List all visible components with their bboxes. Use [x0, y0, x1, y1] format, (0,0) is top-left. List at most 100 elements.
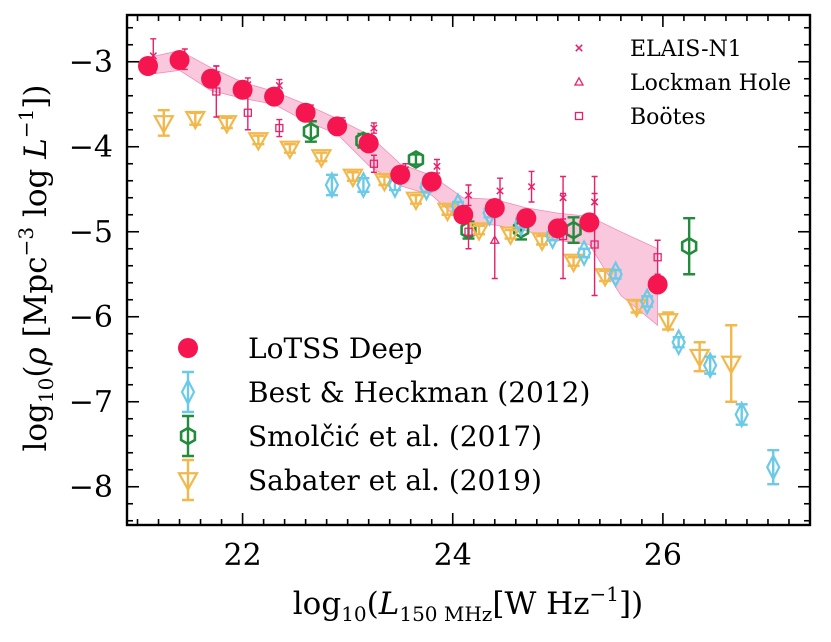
legend-marker-lotss-deep	[178, 338, 198, 358]
plot-layers: 22 24 26 −3 −4 −5 −6 −7 −8 LoTSS Deep Best & Heck…	[69, 13, 812, 573]
lotss-range-band	[147, 50, 658, 327]
series-lotss-deep	[138, 50, 668, 295]
point-lotss-deep-11	[484, 197, 505, 218]
axes-layer: 22 24 26 −3 −4 −5 −6 −7 −8	[69, 13, 812, 573]
tick-marks	[127, 15, 811, 525]
point-sabater-et-al-2019-2	[215, 115, 238, 135]
point-lotss-deep-13	[547, 218, 568, 239]
point-bootes-7	[653, 253, 662, 262]
point-sabater-et-al-2019-18	[720, 355, 743, 376]
point-smolcic-et-al-2017-2	[407, 150, 425, 169]
y-axis-label: log10(ρ [Mpc−3 log L−1])	[14, 84, 58, 451]
point-best-heckman-2012-11	[671, 328, 686, 357]
y-label-log: log	[18, 403, 54, 451]
legend-label-smolcic-et-al-2017: Smolčić et al. (2017)	[248, 420, 542, 453]
errorbar-sabater-et-al-2019-18	[725, 324, 738, 403]
point-bootes-2	[275, 123, 284, 133]
point-sabater-et-al-2019-15	[625, 298, 648, 319]
point-sabater-et-al-2019-11	[499, 226, 522, 247]
point-sabater-et-al-2019-13	[562, 253, 585, 274]
legend-entry-best-heckman-2012: Best & Heckman (2012)	[180, 370, 590, 414]
point-best-heckman-2012-1	[356, 171, 371, 199]
errorbar-best-heckman-2012-1	[357, 177, 370, 193]
y-label-sup1: −3	[14, 227, 38, 256]
errorbar-bootes-7	[654, 239, 661, 275]
point-elais-n1-7	[370, 124, 378, 132]
point-elais-n1-12	[527, 182, 536, 191]
legend-errorbar-sabater-et-al-2019	[182, 458, 194, 502]
point-bootes-1	[243, 108, 252, 117]
x-label-lsub: 150 MHz	[399, 602, 492, 626]
point-sabater-et-al-2019-3	[247, 132, 270, 152]
point-lotss-deep-2	[201, 68, 222, 89]
point-lotss-deep-5	[295, 102, 316, 123]
errorbar-best-heckman-2012-12	[704, 355, 717, 375]
y-tick-label-4: −7	[69, 385, 113, 420]
y-label-rho: ρ	[18, 347, 54, 366]
y-tick-label-1: −4	[69, 130, 113, 165]
legend-label-lockman-hole: Lockman Hole	[630, 71, 791, 96]
errorbar-sabater-et-al-2019-14	[599, 269, 612, 283]
y-label-sub10: 10	[34, 378, 58, 403]
series-bootes	[212, 65, 662, 297]
legend-marker-elais-n1	[575, 44, 583, 52]
x-label-open: (	[367, 586, 379, 622]
point-lotss-deep-14	[579, 212, 600, 233]
point-lotss-deep-10	[453, 204, 474, 225]
y-label-L: L	[18, 138, 54, 160]
legend-entry-elais-n1: ELAIS-N1	[575, 37, 742, 62]
point-sabater-et-al-2019-7	[373, 172, 396, 193]
point-lotss-deep-8	[390, 164, 411, 185]
point-bootes-3	[369, 159, 379, 168]
legend-entry-bootes: Boötes	[574, 105, 706, 130]
legend-fields: ELAIS-N1 Lockman Hole Boötes	[573, 37, 791, 130]
point-lotss-deep-7	[358, 133, 379, 154]
point-best-heckman-2012-13	[734, 400, 749, 429]
x-label-sup: −1	[590, 582, 619, 606]
point-sabater-et-al-2019-8	[405, 191, 427, 212]
point-best-heckman-2012-0	[324, 171, 340, 199]
errorbar-bootes-6	[591, 192, 598, 297]
point-lotss-deep-6	[327, 116, 348, 137]
y-tick-label-5: −8	[69, 470, 113, 505]
legend-marker-smolcic-et-al-2017	[179, 426, 197, 446]
legend-layer: LoTSS Deep Best & Heckman (2012) Smolčić e…	[177, 37, 791, 502]
errorbar-best-heckman-2012-0	[325, 173, 338, 197]
series-elais-n1	[149, 38, 599, 229]
point-lotss-deep-0	[138, 56, 159, 76]
y-label-close: ])	[18, 84, 54, 108]
point-sabater-et-al-2019-4	[278, 140, 301, 161]
point-elais-n1-10	[464, 191, 473, 199]
legend-label-bootes: Boötes	[630, 105, 706, 130]
data-points-layer	[138, 38, 781, 486]
point-best-heckman-2012-12	[702, 351, 718, 380]
point-lotss-deep-9	[421, 171, 442, 192]
point-sabater-et-al-2019-6	[342, 168, 364, 189]
point-sabater-et-al-2019-16	[657, 313, 680, 333]
y-tick-label-3: −6	[69, 300, 113, 335]
point-elais-n1-9	[433, 162, 441, 171]
y-tick-label-2: −5	[69, 215, 113, 250]
y-label-unit2: log	[18, 159, 54, 227]
x-label-unit: [W Hz	[492, 586, 589, 622]
point-sabater-et-al-2019-14	[594, 268, 616, 288]
legend-label-sabater-et-al-2019: Sabater et al. (2019)	[248, 464, 542, 497]
y-tick-label-0: −3	[69, 45, 113, 80]
point-lotss-deep-12	[516, 208, 537, 229]
point-lotss-deep-1	[169, 50, 190, 71]
point-lotss-deep-3	[232, 79, 253, 100]
legend-marker-lockman-hole	[573, 76, 585, 86]
point-sabater-et-al-2019-12	[531, 232, 553, 252]
legend-errorbar-smolcic-et-al-2017	[182, 414, 194, 458]
errorbar-smolcic-et-al-2017-2	[409, 153, 422, 166]
point-lockman-hole-0	[489, 234, 500, 244]
plot-frame	[125, 13, 812, 527]
y-label-sup2: −1	[14, 109, 38, 138]
point-bootes-4	[464, 227, 473, 236]
point-bootes-6	[590, 240, 599, 249]
legend-marker-bootes	[574, 111, 584, 121]
errorbar-bootes-3	[370, 154, 377, 173]
point-best-heckman-2012-8	[576, 239, 592, 267]
point-sabater-et-al-2019-1	[184, 110, 207, 131]
x-label-sub10: 10	[341, 602, 366, 626]
